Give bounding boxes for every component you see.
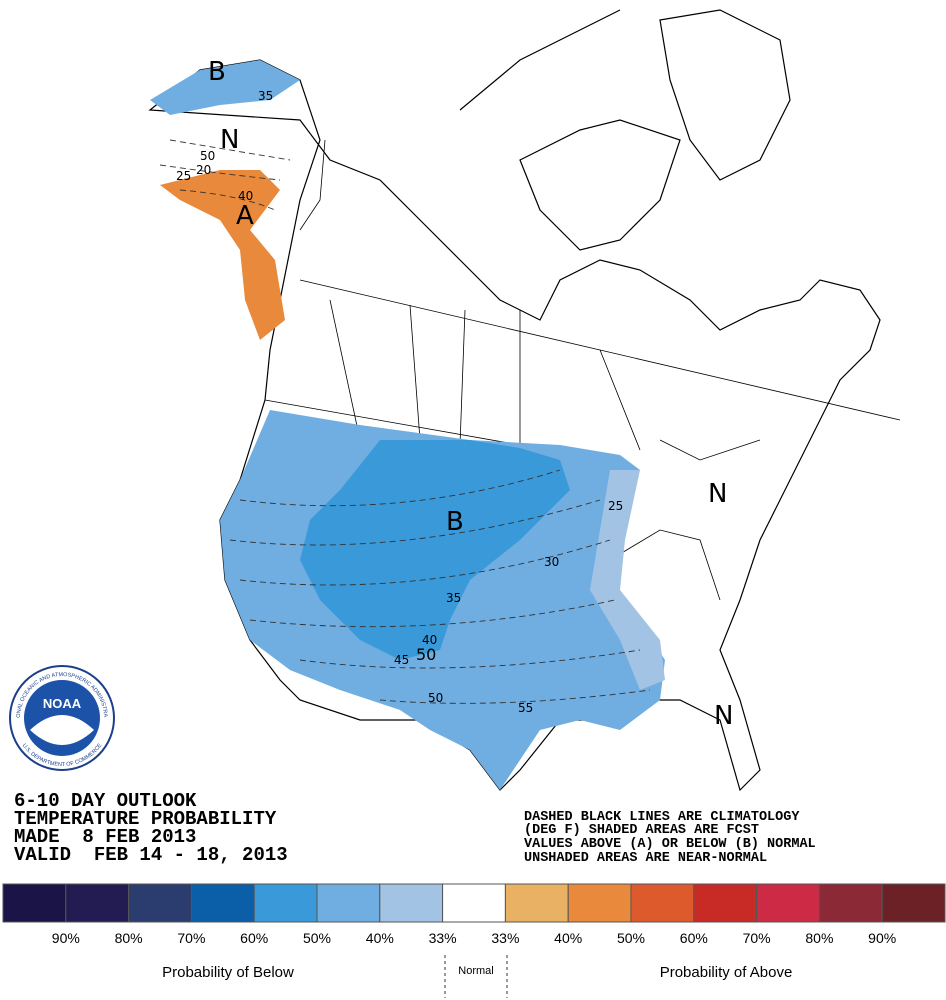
contour-label: 30 <box>544 555 559 569</box>
legend-label: 40% <box>366 930 394 946</box>
legend-label: 40% <box>554 930 582 946</box>
legend-swatch <box>316 883 381 923</box>
legend-label: 80% <box>115 930 143 946</box>
legend-swatch <box>630 883 695 923</box>
region-letter: B <box>208 57 226 87</box>
region-letter: A <box>236 201 254 231</box>
legend-swatch <box>253 883 318 923</box>
note-line: (DEG F) SHADED AREAS ARE FCST <box>524 823 759 838</box>
legend-swatch <box>818 883 883 923</box>
legend-label: 80% <box>805 930 833 946</box>
title-line: MADE 8 FEB 2013 <box>14 826 196 848</box>
contour-label: 35 <box>446 591 461 605</box>
legend-swatch <box>881 883 946 923</box>
legend-swatch <box>190 883 255 923</box>
region-letter: N <box>708 479 727 509</box>
contour-label: 55 <box>518 701 533 715</box>
legend-swatch <box>65 883 130 923</box>
contour-label: 40 <box>238 189 253 203</box>
note-line: UNSHADED AREAS ARE NEAR-NORMAL <box>524 851 767 866</box>
contour-label: 50 <box>428 691 443 705</box>
title-line: 6-10 DAY OUTLOOK <box>14 790 197 812</box>
title-line: VALID FEB 14 - 18, 2013 <box>14 844 288 866</box>
legend-normal-label: Normal <box>458 965 493 977</box>
climatology-lines <box>159 139 651 704</box>
contour-label: 25 <box>608 499 623 513</box>
contour-label: 25 <box>176 169 191 183</box>
legend-label: 50% <box>617 930 645 946</box>
contour-label: 50 <box>416 645 436 664</box>
region-letter: N <box>714 701 733 731</box>
legend-label: 33% <box>491 930 519 946</box>
legend-swatch <box>2 883 67 923</box>
legend-label: 70% <box>743 930 771 946</box>
legend-label: 33% <box>429 930 457 946</box>
legend-label: 90% <box>868 930 896 946</box>
legend-label: 60% <box>680 930 708 946</box>
contour-label: 45 <box>394 653 409 667</box>
title-line: TEMPERATURE PROBABILITY <box>14 808 277 830</box>
legend-swatch <box>756 883 820 923</box>
contour-label: 50 <box>200 149 215 163</box>
legend-label: 60% <box>240 930 268 946</box>
shade-alaska-below <box>150 60 300 115</box>
note-line: DASHED BLACK LINES ARE CLIMATOLOGY <box>524 810 800 825</box>
note-line: VALUES ABOVE (A) OR BELOW (B) NORMAL <box>524 837 816 852</box>
shade-below-33 <box>590 470 665 690</box>
region-letter: N <box>220 125 239 155</box>
noaa-logo: NOAA NATIONAL OCEANIC AND ATMOSPHERIC AD… <box>0 0 115 771</box>
contour-label: 20 <box>196 163 211 177</box>
legend-below-label: Probability of Below <box>162 964 294 981</box>
legend-label: 50% <box>303 930 331 946</box>
contour-label: 40 <box>422 633 437 647</box>
legend-swatch <box>504 883 569 923</box>
contour-label: 35 <box>258 89 273 103</box>
legend-swatch <box>693 883 758 923</box>
shading <box>150 60 665 790</box>
legend-label: 70% <box>177 930 205 946</box>
legend-swatch <box>442 883 506 923</box>
logo-ring-top: NATIONAL OCEANIC AND ATMOSPHERIC ADMINIS… <box>0 0 108 718</box>
legend-label: 90% <box>52 930 80 946</box>
logo-name: NOAA <box>43 696 82 711</box>
legend-swatch <box>379 883 444 923</box>
legend-above-label: Probability of Above <box>660 964 793 981</box>
legend-swatch <box>567 883 632 923</box>
land <box>148 9 901 792</box>
shade-below-50 <box>300 440 570 660</box>
legend: 90% 80% 70% 60% 50% 40% 33% 33% 40% 50% 60% 70% 80% 9… <box>2 883 946 946</box>
region-letter: B <box>446 507 464 537</box>
legend-swatch <box>128 883 192 923</box>
shade-alaska-above <box>160 170 285 340</box>
